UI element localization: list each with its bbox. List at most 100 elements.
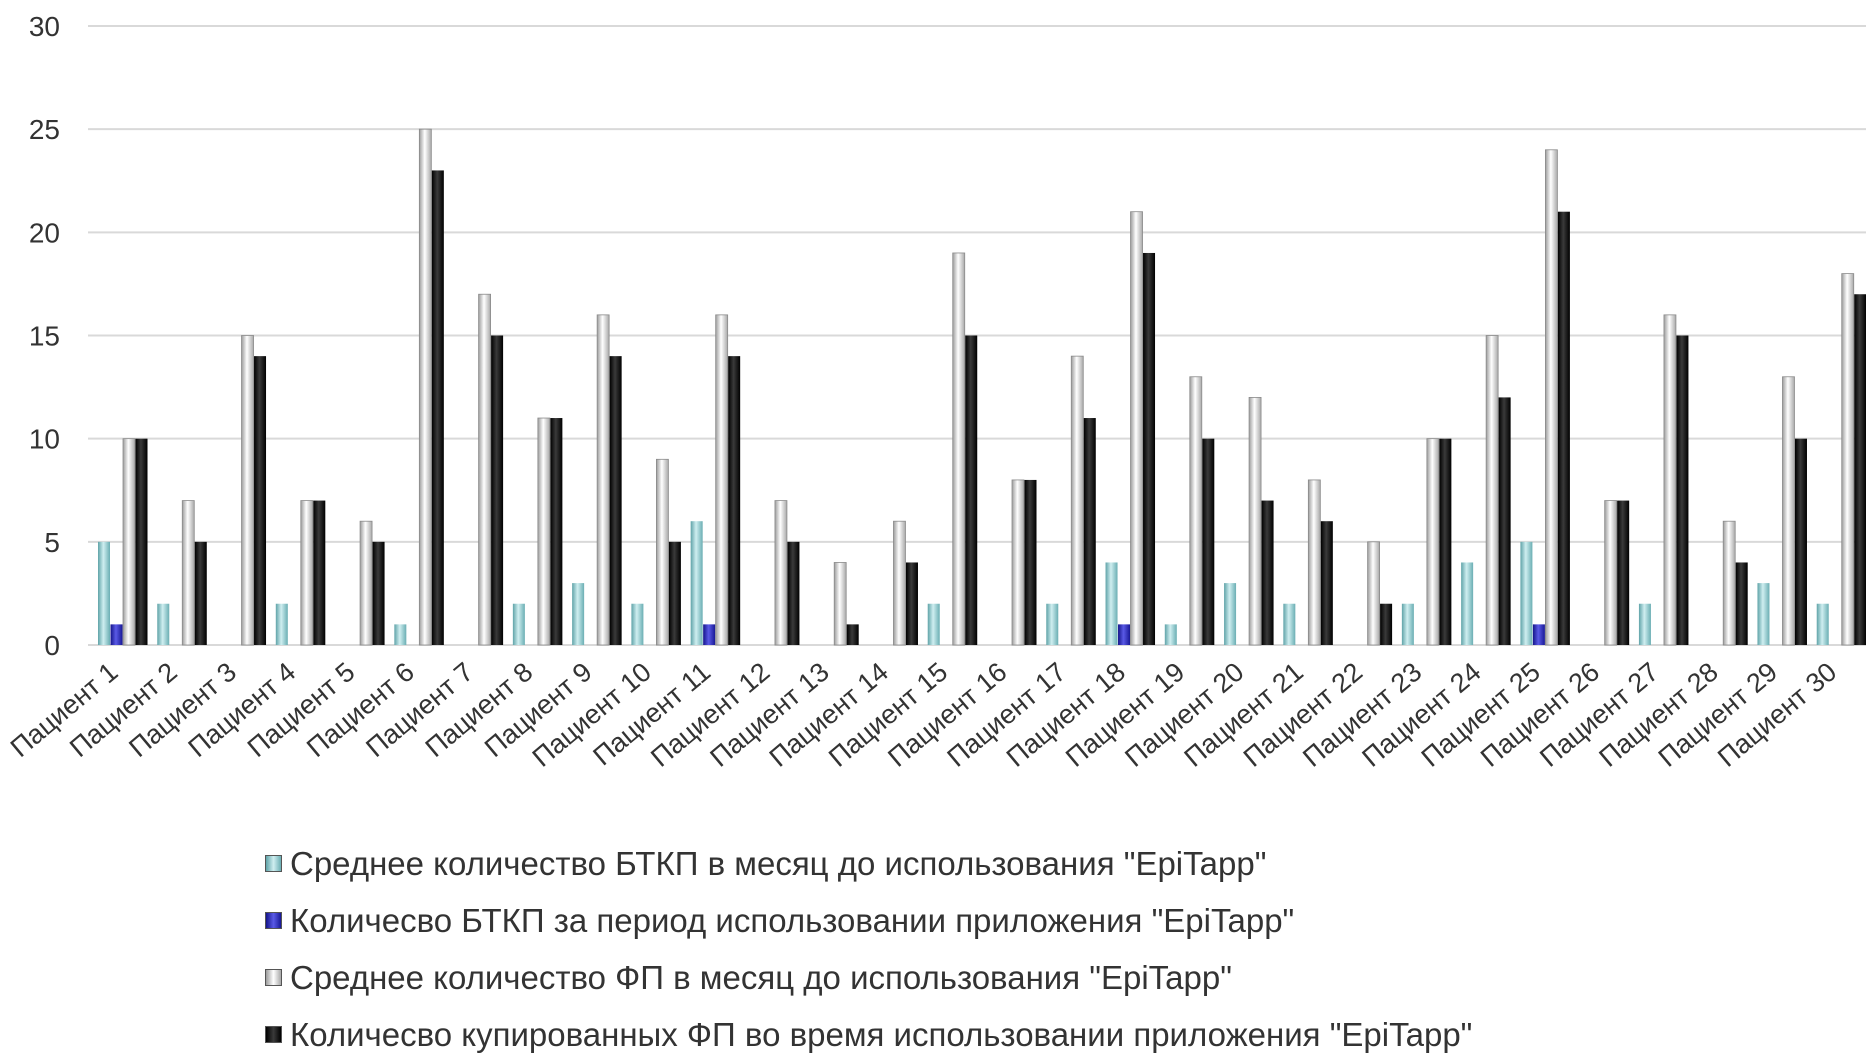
bar (572, 583, 585, 645)
legend-item: Среднее количество ФП в месяц до использ… (265, 949, 1472, 1006)
bar (1283, 603, 1296, 645)
bar (1782, 376, 1795, 646)
bars (98, 128, 1866, 646)
bar (656, 458, 669, 646)
bar (478, 293, 492, 646)
bar (512, 603, 525, 645)
bar (1794, 438, 1807, 645)
bar (1663, 314, 1677, 646)
bar (1532, 624, 1545, 645)
bar (275, 603, 288, 645)
bar (927, 603, 940, 645)
bar (1130, 211, 1143, 646)
bar (1816, 603, 1829, 645)
bar (1722, 520, 1736, 646)
y-axis-ticks: 0 5 10 15 20 25 30 (29, 11, 60, 661)
bar (1307, 479, 1321, 646)
bar (1143, 252, 1156, 645)
bar (241, 335, 254, 646)
bar (1735, 562, 1748, 645)
bar (893, 520, 906, 646)
bar (1439, 438, 1452, 645)
y-tick-label: 20 (29, 217, 60, 248)
bar (1164, 624, 1177, 645)
bar (431, 170, 444, 645)
bar (1676, 335, 1689, 645)
legend-swatch (265, 1026, 282, 1043)
y-tick-label: 10 (29, 424, 60, 455)
bar (98, 541, 110, 645)
bar (1118, 624, 1131, 645)
legend-label: Среднее количество ФП в месяц до использ… (290, 959, 1232, 996)
bar (1757, 583, 1770, 645)
legend-swatch (265, 912, 282, 929)
bar (1498, 397, 1511, 645)
bar (1380, 603, 1393, 645)
legend-item: Среднее количество БТКП в месяц до испол… (265, 835, 1472, 892)
bar (491, 335, 504, 645)
y-tick-label: 0 (44, 630, 60, 661)
bar (1202, 438, 1215, 645)
y-tick-label: 25 (29, 114, 60, 145)
bar (596, 314, 610, 646)
bar (254, 356, 267, 645)
bar (110, 624, 123, 645)
bar (418, 128, 432, 646)
bar (157, 603, 170, 645)
bar (787, 541, 800, 645)
bar (359, 520, 373, 646)
bar (1617, 500, 1630, 645)
legend-item: Количесво БТКП за период использовании п… (265, 892, 1472, 949)
bar (122, 438, 136, 646)
bar (631, 603, 644, 645)
bar (300, 500, 314, 646)
bar (1367, 541, 1380, 646)
bar (715, 314, 729, 646)
bar (1320, 521, 1333, 645)
bar (1024, 479, 1037, 645)
bar (1854, 294, 1866, 645)
bar (1105, 562, 1118, 645)
bar (313, 500, 326, 645)
bar (1461, 562, 1474, 645)
bar (1520, 541, 1533, 645)
bar (905, 562, 918, 645)
legend-label: Среднее количество БТКП в месяц до испол… (290, 845, 1267, 882)
bar (703, 624, 716, 645)
bar (668, 541, 681, 645)
bar (1638, 603, 1651, 645)
bar (372, 541, 385, 645)
legend-swatch (265, 969, 282, 986)
bar (774, 500, 788, 646)
bar (1485, 335, 1499, 646)
bar (846, 624, 859, 645)
bar (965, 335, 978, 645)
bar (1189, 376, 1203, 646)
bar (1046, 603, 1059, 645)
bar (728, 356, 741, 645)
y-tick-label: 5 (44, 527, 60, 558)
bar (1011, 479, 1025, 646)
bar (537, 417, 551, 646)
bar (1070, 355, 1084, 646)
legend: Среднее количество БТКП в месяц до испол… (265, 835, 1472, 1063)
bar (833, 562, 847, 646)
bar (550, 418, 563, 645)
bar (181, 500, 195, 646)
bar (1841, 273, 1855, 646)
bar (1224, 583, 1237, 645)
bar (194, 541, 207, 645)
legend-label: Количесво купированных ФП во время испол… (290, 1016, 1473, 1053)
legend-swatch (265, 855, 282, 872)
legend-label: Количесво БТКП за период использовании п… (290, 902, 1295, 939)
bar (1083, 418, 1096, 645)
bar (394, 624, 407, 645)
bar (952, 252, 966, 646)
bar (1545, 149, 1558, 646)
bar (1604, 500, 1618, 646)
bar (1248, 396, 1262, 646)
bar (135, 438, 148, 645)
